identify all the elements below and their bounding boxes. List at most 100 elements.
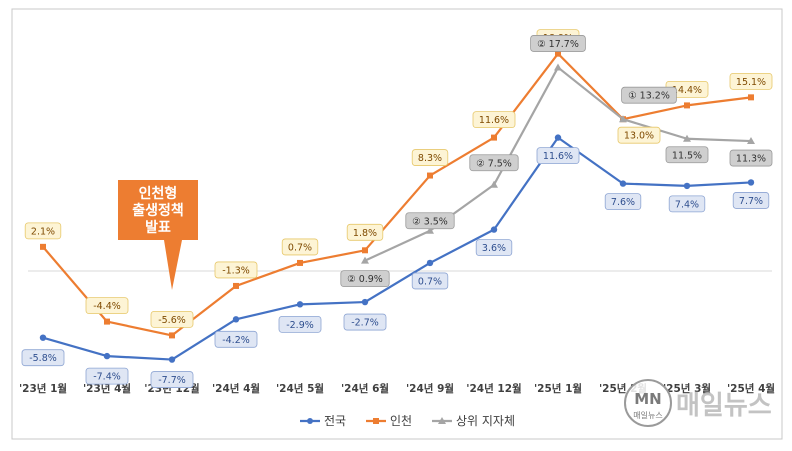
point-marker xyxy=(297,259,303,266)
point-marker xyxy=(427,172,433,179)
watermark-brand: 매일뉴스 xyxy=(676,391,772,421)
data-label-box xyxy=(281,238,319,256)
data-label-box xyxy=(732,192,770,209)
data-label-box xyxy=(411,149,449,166)
data-label: ② 3.5% xyxy=(412,216,448,227)
x-tick-label: '24년 5월 xyxy=(276,382,324,395)
data-label: 11.3% xyxy=(736,154,766,165)
point-marker xyxy=(39,334,47,341)
point-marker xyxy=(747,137,755,145)
data-label: ② 0.9% xyxy=(347,274,383,285)
data-label-box xyxy=(617,126,661,144)
data-label: -7.4% xyxy=(93,372,121,383)
data-label: ② 17.7% xyxy=(537,39,579,50)
point-marker xyxy=(619,115,627,123)
data-label-box xyxy=(729,149,773,167)
data-label: -2.7% xyxy=(351,318,379,329)
data-label: -7.7% xyxy=(158,375,186,386)
data-label-box xyxy=(24,222,62,240)
legend-marker xyxy=(438,417,446,424)
data-label-box xyxy=(343,313,387,331)
data-label-box xyxy=(346,223,384,241)
data-label: 13.0% xyxy=(624,131,654,142)
data-label-box xyxy=(536,147,580,165)
data-label: 7.6% xyxy=(611,197,635,208)
point-marker xyxy=(491,134,497,141)
x-tick-label: '24년 4월 xyxy=(212,382,260,395)
callout-text: 인천형 xyxy=(139,185,178,202)
x-tick-label: '25년 4월 xyxy=(727,382,775,395)
point-marker xyxy=(103,352,111,360)
data-label-box xyxy=(150,371,194,388)
data-label: 8.3% xyxy=(418,153,442,164)
legend-label: 전국 xyxy=(324,414,346,428)
series-line-1 xyxy=(42,52,752,337)
data-label-box xyxy=(621,86,677,104)
x-tick-label: '24년 12월 xyxy=(466,382,521,395)
x-tick-label: '23년 1월 xyxy=(19,382,67,395)
point-marker xyxy=(490,180,498,188)
point-marker xyxy=(426,226,434,234)
data-label-box xyxy=(668,195,706,213)
point-marker xyxy=(683,134,691,142)
data-label: 11.5% xyxy=(672,150,702,161)
data-label: 7.7% xyxy=(739,196,763,207)
data-label: -1.3% xyxy=(222,265,250,276)
point-marker xyxy=(362,247,368,254)
data-label-box xyxy=(85,297,129,315)
data-label-box xyxy=(729,72,773,90)
point-marker xyxy=(684,102,690,109)
point-marker xyxy=(619,180,627,187)
data-label: 0.7% xyxy=(418,276,442,287)
point-marker xyxy=(748,94,754,101)
x-tick-label: '24년 9월 xyxy=(406,382,454,395)
data-label: -5.6% xyxy=(158,315,186,326)
point-marker xyxy=(554,63,562,71)
point-marker xyxy=(233,282,239,289)
data-label: 14.4% xyxy=(672,85,702,96)
data-label: 11.6% xyxy=(543,151,573,162)
data-label-box xyxy=(475,239,513,257)
data-label: -2.9% xyxy=(286,320,314,331)
x-tick-label: '24년 6월 xyxy=(341,382,389,395)
point-marker xyxy=(169,332,175,339)
point-marker xyxy=(426,259,434,267)
data-label-box xyxy=(214,261,258,279)
point-marker xyxy=(490,226,498,233)
data-label: 11.6% xyxy=(479,115,509,126)
point-marker xyxy=(104,318,110,325)
legend-label: 상위 지자체 xyxy=(456,414,515,428)
point-marker xyxy=(296,301,304,308)
callout-text: 발표 xyxy=(145,219,171,236)
x-tick-label: '23년 4월 xyxy=(83,382,131,395)
data-label: ① 13.2% xyxy=(628,91,670,102)
point-marker xyxy=(361,298,369,306)
data-label-box xyxy=(405,212,455,230)
data-label: 15.1% xyxy=(736,77,766,88)
watermark-logo-sub: 매일뉴스 xyxy=(633,411,662,420)
point-marker xyxy=(40,243,46,250)
point-marker xyxy=(555,50,561,57)
x-tick-label: '25년 3월 xyxy=(663,382,711,395)
data-label: ② 7.5% xyxy=(476,158,512,169)
point-marker xyxy=(361,256,369,264)
data-label-box xyxy=(472,111,516,128)
data-label-box xyxy=(604,193,642,211)
data-label-box xyxy=(21,349,65,367)
series-line-0 xyxy=(42,136,752,361)
point-marker xyxy=(232,316,240,323)
data-label-box xyxy=(340,270,390,288)
data-label-box xyxy=(278,315,322,333)
data-label: 1.8% xyxy=(353,228,377,239)
legend-marker xyxy=(307,418,313,424)
legend-label: 인천 xyxy=(390,413,412,428)
callout-text: 출생정책 xyxy=(132,202,184,219)
callout-shape xyxy=(118,180,198,290)
watermark-logo-circle xyxy=(624,379,672,427)
data-label: 2.1% xyxy=(31,226,55,237)
data-label: 3.6% xyxy=(482,243,506,254)
data-label-box xyxy=(469,154,519,172)
data-label-box xyxy=(214,330,258,348)
point-marker xyxy=(168,356,176,363)
